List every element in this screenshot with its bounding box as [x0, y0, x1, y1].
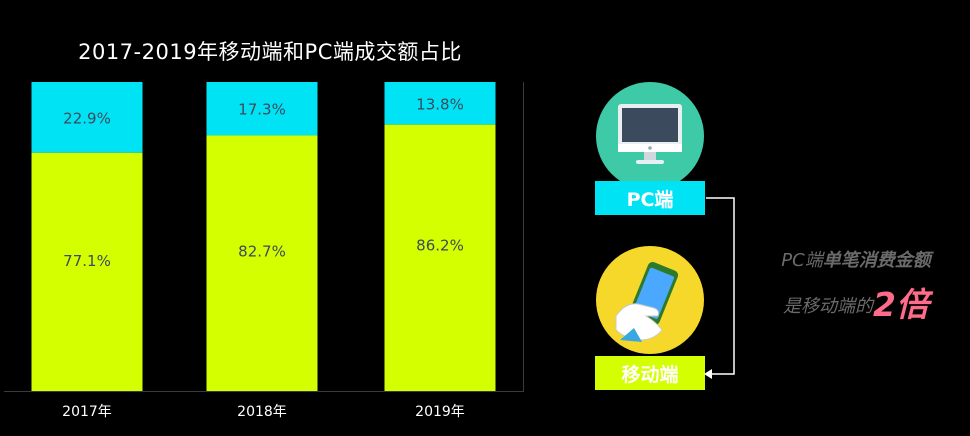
chart-title: 2017-2019年移动端和PC端成交额占比	[78, 40, 462, 64]
note-pc-text: PC端	[781, 250, 823, 271]
label-mobile-1: 77.1%	[63, 252, 111, 270]
bar-mobile-1	[31, 152, 143, 391]
label-mobile-2: 82.7%	[238, 242, 286, 260]
bar-pc-2	[206, 82, 318, 136]
bar-pc-1	[31, 82, 143, 153]
mobile-label: 移动端	[595, 356, 705, 390]
label-pc-3: 13.8%	[416, 95, 464, 113]
label-pc-1: 22.9%	[63, 109, 111, 127]
mobile-icon-circle	[596, 246, 704, 354]
bar-mobile-2	[206, 135, 318, 391]
hand-holding-phone-icon	[615, 261, 679, 342]
note-amount-text: 单笔消费金额	[822, 250, 931, 271]
bar-pc-3	[384, 82, 496, 125]
note-line-2: 是移动端的2倍	[746, 278, 966, 326]
pc-label: PC端	[595, 181, 705, 215]
x-tick-3: 2019年	[415, 404, 465, 420]
connector-arrow	[704, 197, 735, 379]
plot-area	[4, 82, 524, 392]
note-compare-text: 是移动端的	[783, 296, 874, 317]
label-mobile-3: 86.2%	[416, 237, 464, 255]
x-tick-2: 2018年	[237, 404, 287, 420]
label-pc-2: 17.3%	[238, 101, 286, 119]
x-tick-1: 2017年	[62, 404, 112, 420]
pc-icon-circle	[596, 82, 704, 190]
note-line-1: PC端单笔消费金额	[746, 246, 966, 272]
stacked-bar-chart: 22.9% 77.1% 2017年 17.3% 82.7% 2018年 13.8% 86.2%…	[31, 82, 496, 420]
bar-mobile-3	[384, 124, 496, 391]
desktop-monitor-icon	[618, 104, 682, 164]
note-emphasis: 2倍	[873, 285, 929, 324]
